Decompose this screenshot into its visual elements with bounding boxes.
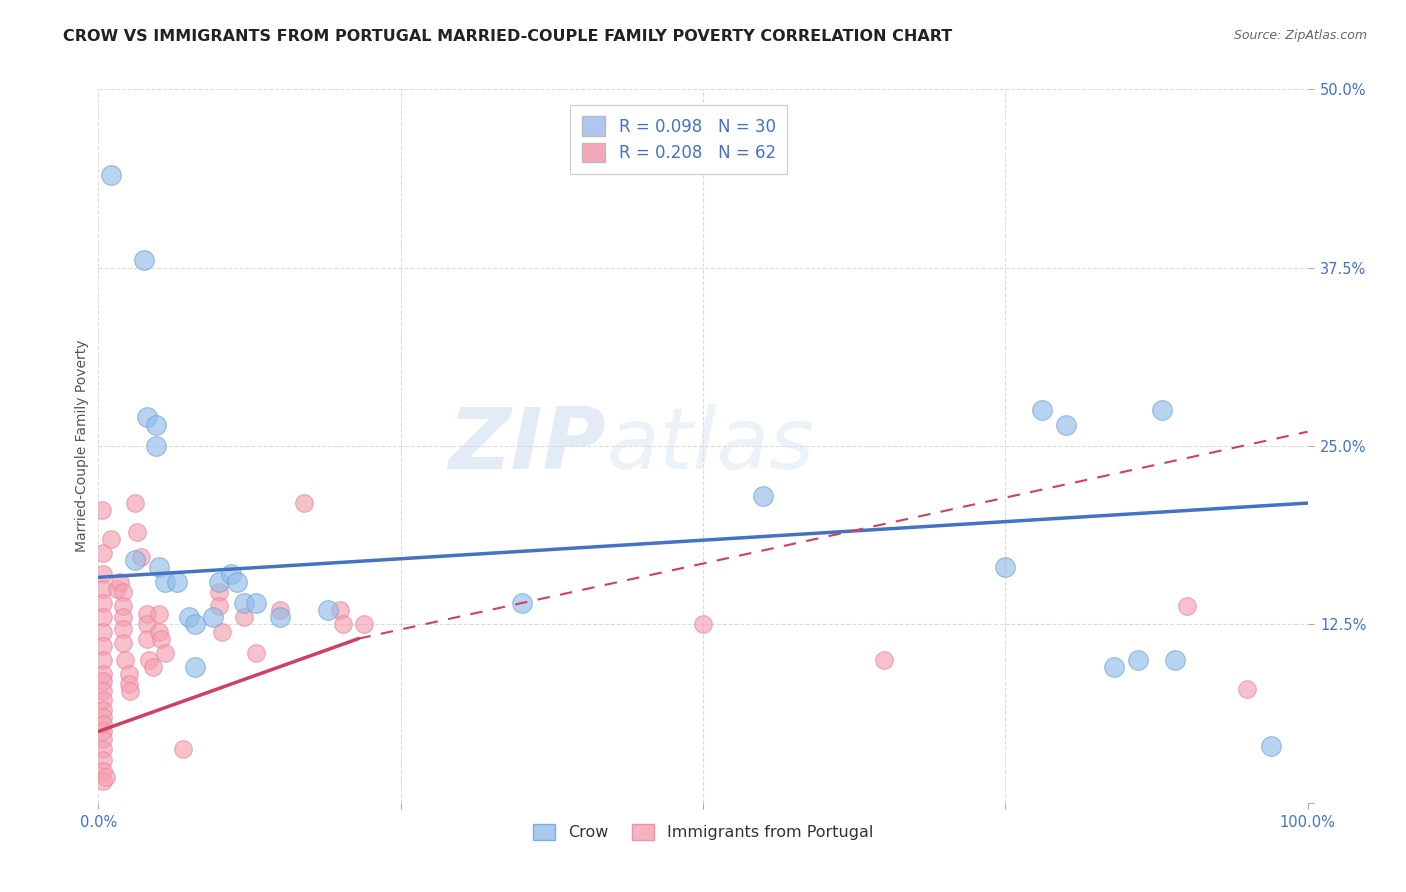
Point (135, 617, 157, 632)
Point (91, 724, 114, 739)
Point (232, 596, 254, 610)
Point (292, 496, 315, 510)
Point (91, 741, 114, 756)
Point (91, 546, 114, 560)
Point (100, 168, 122, 182)
Point (105, 582, 128, 596)
Point (179, 610, 201, 624)
Point (1054, 417, 1077, 432)
Point (91, 684, 114, 698)
Point (221, 567, 243, 582)
Point (153, 574, 176, 589)
Point (91, 764, 114, 779)
Point (129, 550, 152, 565)
Point (118, 677, 141, 691)
Point (208, 599, 231, 613)
Point (111, 622, 134, 636)
Point (692, 617, 714, 632)
Point (166, 574, 188, 589)
Point (226, 574, 249, 589)
Point (211, 624, 233, 639)
Point (752, 489, 775, 503)
Point (184, 617, 207, 632)
Point (1031, 403, 1053, 417)
Point (114, 653, 136, 667)
Point (1260, 739, 1282, 753)
Point (124, 553, 146, 567)
Point (135, 632, 157, 646)
Point (269, 603, 291, 617)
Point (91, 624, 114, 639)
Point (1128, 653, 1150, 667)
Point (94, 770, 117, 784)
Point (108, 574, 131, 589)
Point (91, 596, 114, 610)
Point (91, 582, 114, 596)
Point (91, 693, 114, 707)
Text: ZIP: ZIP (449, 404, 606, 488)
Point (316, 603, 339, 617)
Point (91, 774, 114, 789)
Point (245, 596, 267, 610)
Point (135, 607, 157, 622)
Point (245, 646, 267, 660)
Point (91, 503, 114, 517)
Point (127, 524, 149, 539)
Point (1163, 653, 1185, 667)
Point (269, 610, 291, 624)
Point (111, 636, 134, 650)
Point (150, 632, 173, 646)
Point (1175, 599, 1198, 613)
Point (353, 617, 375, 632)
Point (134, 253, 156, 268)
Point (148, 624, 170, 639)
Point (153, 646, 176, 660)
Point (118, 667, 141, 681)
Text: Source: ZipAtlas.com: Source: ZipAtlas.com (1233, 29, 1367, 42)
Point (208, 574, 231, 589)
Y-axis label: Married-Couple Family Poverty: Married-Couple Family Poverty (76, 340, 90, 552)
Text: CROW VS IMMIGRANTS FROM PORTUGAL MARRIED-COUPLE FAMILY POVERTY CORRELATION CHART: CROW VS IMMIGRANTS FROM PORTUGAL MARRIED… (63, 29, 952, 44)
Point (91, 703, 114, 717)
Point (118, 684, 141, 698)
Point (91, 753, 114, 767)
Point (208, 584, 231, 599)
Point (172, 741, 194, 756)
Point (138, 653, 160, 667)
Point (145, 417, 167, 432)
Point (1236, 681, 1258, 696)
Point (332, 617, 354, 632)
Point (124, 496, 146, 510)
Point (184, 660, 207, 674)
Point (232, 610, 254, 624)
Point (111, 599, 134, 613)
Point (91, 653, 114, 667)
Point (91, 610, 114, 624)
Point (91, 667, 114, 681)
Point (111, 584, 134, 599)
Legend: Crow, Immigrants from Portugal: Crow, Immigrants from Portugal (524, 816, 882, 848)
Point (202, 610, 225, 624)
Point (142, 660, 165, 674)
Point (1152, 403, 1174, 417)
Point (1102, 660, 1125, 674)
Point (91, 717, 114, 731)
Point (111, 610, 134, 624)
Point (873, 653, 896, 667)
Point (91, 731, 114, 746)
Point (994, 560, 1017, 574)
Point (510, 596, 533, 610)
Point (91, 674, 114, 689)
Point (100, 532, 122, 546)
Point (91, 710, 114, 724)
Point (135, 410, 157, 425)
Point (91, 567, 114, 582)
Point (145, 439, 167, 453)
Point (91, 639, 114, 653)
Text: atlas: atlas (606, 404, 814, 488)
Point (148, 607, 170, 622)
Point (329, 603, 352, 617)
Point (148, 560, 170, 574)
